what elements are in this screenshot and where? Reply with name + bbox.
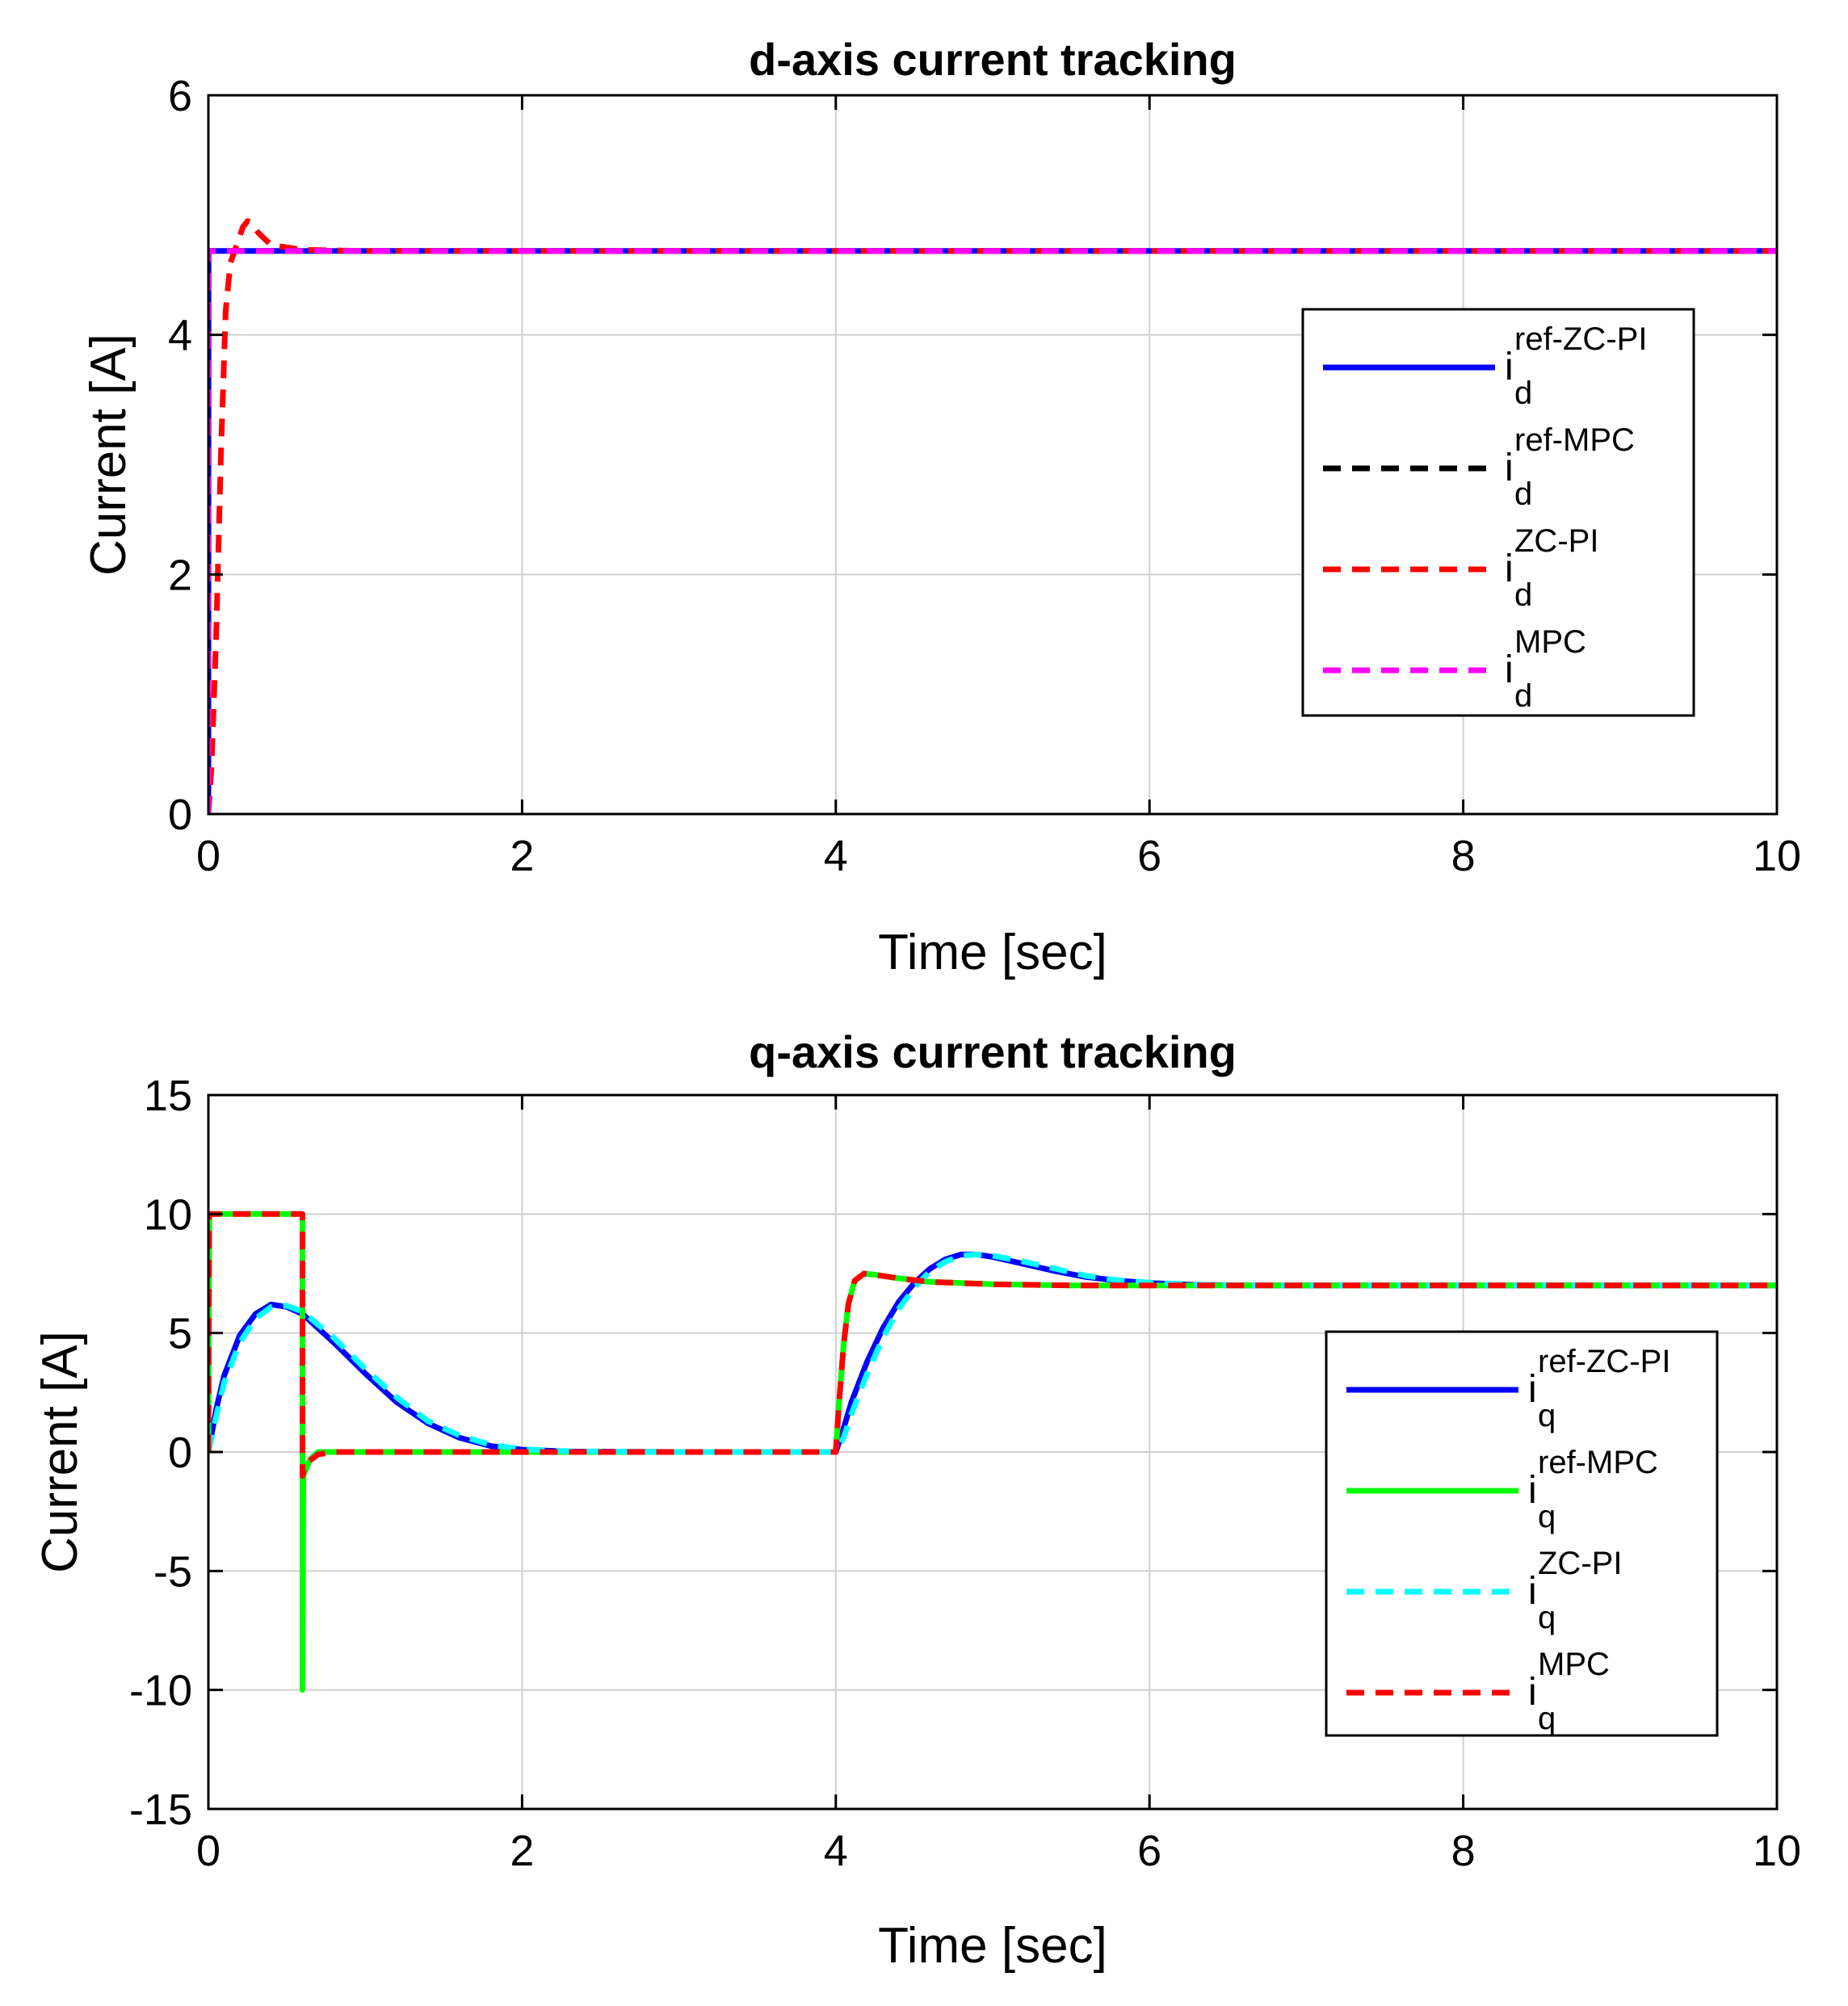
x-tick-label: 10 [1753, 832, 1801, 880]
series-line [208, 1211, 1777, 1479]
legend-superscript: MPC [1538, 1647, 1610, 1682]
x-axis-label: Time [sec] [878, 1918, 1107, 1974]
chart-q-axis: 0 2 4 6 8 10 -15 -10 -5 0 5 10 15 q-axis current tra… [32, 1026, 1801, 1974]
legend-label: i [1528, 1570, 1537, 1613]
y-tick-label: -5 [153, 1547, 192, 1596]
x-tick-label: 4 [824, 1827, 848, 1875]
y-tick-label: -10 [129, 1667, 192, 1715]
legend-subscript: d [1514, 577, 1532, 613]
x-tick-label: 0 [196, 832, 220, 880]
legend-superscript: ref-ZC-PI [1514, 321, 1647, 357]
legend-superscript: ZC-PI [1514, 523, 1598, 559]
legend-label: i [1505, 346, 1514, 388]
legend-label: i [1505, 548, 1514, 590]
x-tick-label: 2 [510, 832, 534, 880]
y-tick-label: 4 [168, 312, 192, 360]
legend-subscript: q [1538, 1600, 1556, 1635]
chart-d-axis: 0 2 4 6 8 10 0 2 4 6 d-axis current tracking Time… [81, 34, 1801, 980]
y-tick-label: 0 [168, 791, 192, 839]
legend-subscript: q [1538, 1398, 1556, 1433]
y-tick-label: 2 [168, 551, 192, 599]
series-line [208, 1211, 1777, 1693]
legend-subscript: q [1538, 1701, 1556, 1736]
ticks: 0 2 4 6 8 10 -15 -10 -5 0 5 10 15 [129, 1072, 1801, 1875]
x-tick-label: 6 [1137, 832, 1161, 880]
y-tick-label: 0 [168, 1429, 192, 1477]
legend-label: i [1528, 1368, 1537, 1411]
axes-box [207, 94, 1779, 816]
y-tick-label: 6 [168, 72, 192, 120]
legend-superscript: ref-MPC [1514, 422, 1635, 458]
legend-superscript: ref-MPC [1538, 1445, 1658, 1480]
x-tick-label: 6 [1137, 1827, 1161, 1875]
x-axis-label: Time [sec] [878, 925, 1107, 980]
legend-superscript: ref-ZC-PI [1538, 1344, 1670, 1379]
chart-title: q-axis current tracking [749, 1026, 1237, 1077]
legend-label: i [1505, 447, 1514, 489]
ticks: 0 2 4 6 8 10 0 2 4 6 [168, 72, 1801, 880]
y-axis-label: Current [A] [81, 334, 136, 576]
legend-label: i [1505, 648, 1514, 691]
legend-label: i [1528, 1469, 1537, 1512]
x-tick-label: 8 [1451, 832, 1476, 880]
legend-box [1301, 308, 1695, 717]
series-line [208, 1251, 1777, 1455]
legend-superscript: ZC-PI [1538, 1546, 1622, 1581]
series-layer [208, 1211, 1777, 1693]
legend-superscript: MPC [1514, 624, 1586, 660]
legend-subscript: d [1514, 476, 1532, 512]
x-tick-label: 4 [824, 832, 848, 880]
legend-subscript: d [1514, 678, 1532, 714]
legend-label: i [1528, 1671, 1537, 1714]
y-tick-label: 15 [144, 1072, 192, 1120]
x-tick-label: 2 [510, 1827, 534, 1875]
chart-title: d-axis current tracking [749, 34, 1237, 85]
legend-box [1325, 1330, 1719, 1737]
x-tick-label: 10 [1753, 1827, 1801, 1875]
y-axis-label: Current [A] [32, 1331, 88, 1573]
y-tick-label: -15 [129, 1786, 192, 1834]
legend-subscript: q [1538, 1499, 1556, 1534]
y-tick-label: 5 [168, 1310, 192, 1358]
x-tick-label: 8 [1451, 1827, 1476, 1875]
x-tick-label: 0 [196, 1827, 220, 1875]
legend-subscript: d [1514, 376, 1532, 411]
y-tick-label: 10 [144, 1190, 192, 1239]
